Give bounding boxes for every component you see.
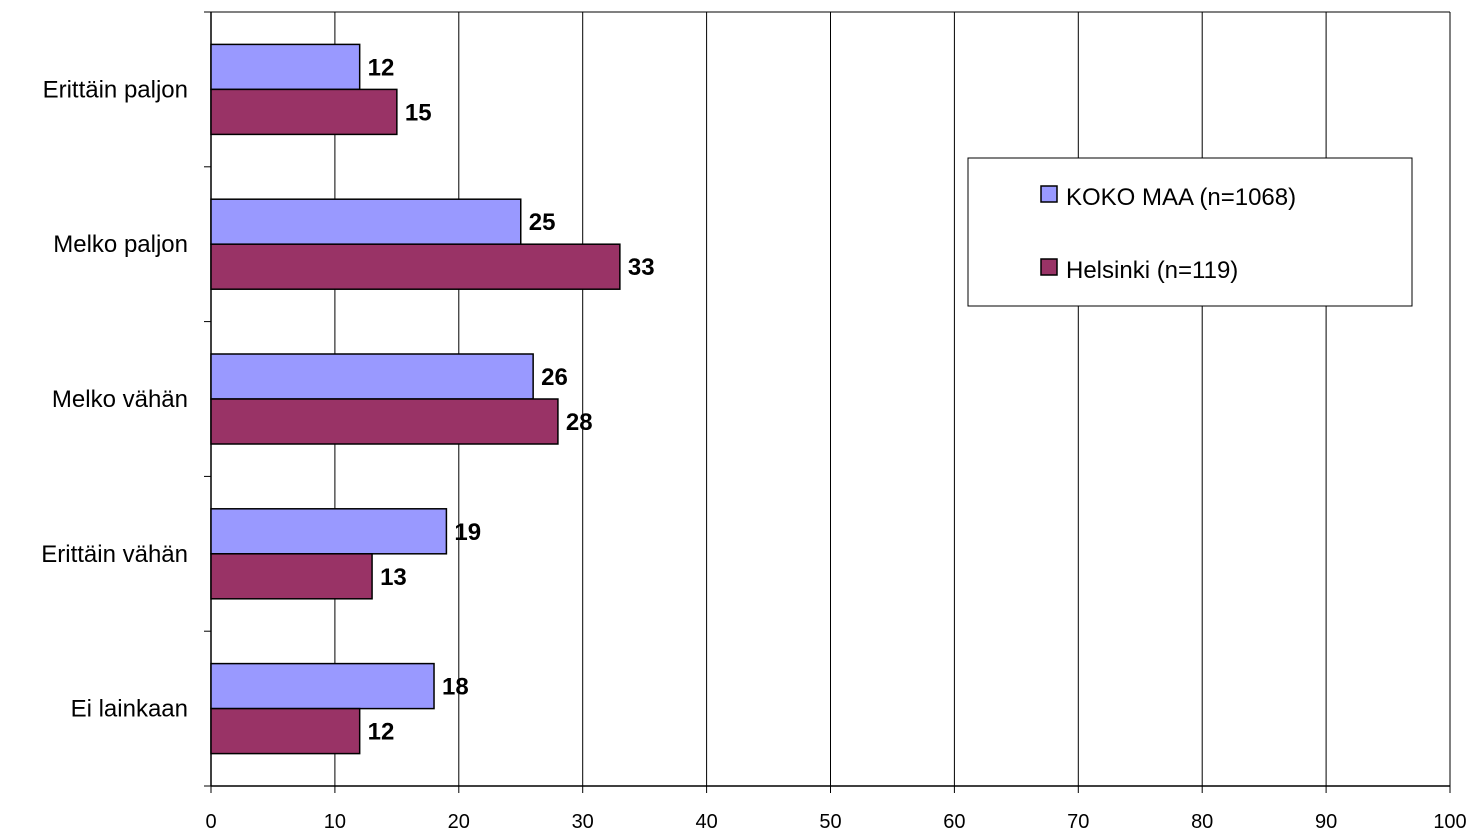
category-label: Melko paljon bbox=[53, 231, 188, 258]
bar-koko-maa bbox=[210, 353, 534, 400]
bar-koko-maa bbox=[210, 662, 435, 710]
x-tick-label: 80 bbox=[1191, 811, 1213, 833]
legend-label: KOKO MAA (n=1068) bbox=[1066, 184, 1296, 211]
legend-box bbox=[967, 157, 1413, 307]
data-label: 18 bbox=[442, 674, 469, 701]
bar-koko-maa bbox=[210, 508, 448, 555]
legend-swatch bbox=[1040, 258, 1058, 276]
data-label: 13 bbox=[380, 564, 407, 591]
data-label: 28 bbox=[566, 409, 593, 436]
bar-koko-maa bbox=[210, 43, 361, 91]
legend: KOKO MAA (n=1068) Helsinki (n=119) bbox=[967, 157, 1413, 307]
data-label: 12 bbox=[368, 54, 395, 81]
x-tick-label: 100 bbox=[1433, 811, 1466, 833]
category-label: Melko vähän bbox=[52, 386, 188, 413]
bars bbox=[210, 43, 621, 755]
x-tick-label: 50 bbox=[819, 811, 841, 833]
axes bbox=[204, 11, 1451, 793]
data-label: 26 bbox=[541, 364, 568, 391]
bar-helsinki bbox=[210, 243, 621, 290]
category-label: Erittäin vähän bbox=[41, 541, 188, 568]
legend-label: Helsinki (n=119) bbox=[1066, 257, 1238, 284]
x-tick-label: 30 bbox=[572, 811, 594, 833]
bar-helsinki bbox=[210, 553, 373, 600]
bar-helsinki bbox=[210, 707, 361, 755]
x-tick-label: 70 bbox=[1067, 811, 1089, 833]
x-tick-label: 0 bbox=[205, 811, 216, 833]
data-label: 15 bbox=[405, 99, 432, 126]
x-tick-label: 90 bbox=[1315, 811, 1337, 833]
x-tick-label: 40 bbox=[695, 811, 717, 833]
category-label: Ei lainkaan bbox=[71, 696, 188, 723]
legend-swatch bbox=[1040, 185, 1058, 203]
grid-lines bbox=[334, 12, 1451, 786]
data-label: 19 bbox=[454, 519, 481, 546]
bar-helsinki bbox=[210, 88, 398, 136]
data-label: 33 bbox=[628, 254, 655, 281]
x-tick-label: 10 bbox=[324, 811, 346, 833]
data-label: 12 bbox=[368, 719, 395, 746]
bar-koko-maa bbox=[210, 198, 522, 245]
labels: 0 10 20 30 40 50 60 70 80 90 100 Erittäin paljon 12 1… bbox=[41, 54, 1466, 833]
data-label: 25 bbox=[529, 209, 556, 236]
bar-helsinki bbox=[210, 398, 559, 445]
x-tick-label: 20 bbox=[448, 811, 470, 833]
category-label: Erittäin paljon bbox=[43, 76, 188, 103]
x-tick-label: 60 bbox=[943, 811, 965, 833]
